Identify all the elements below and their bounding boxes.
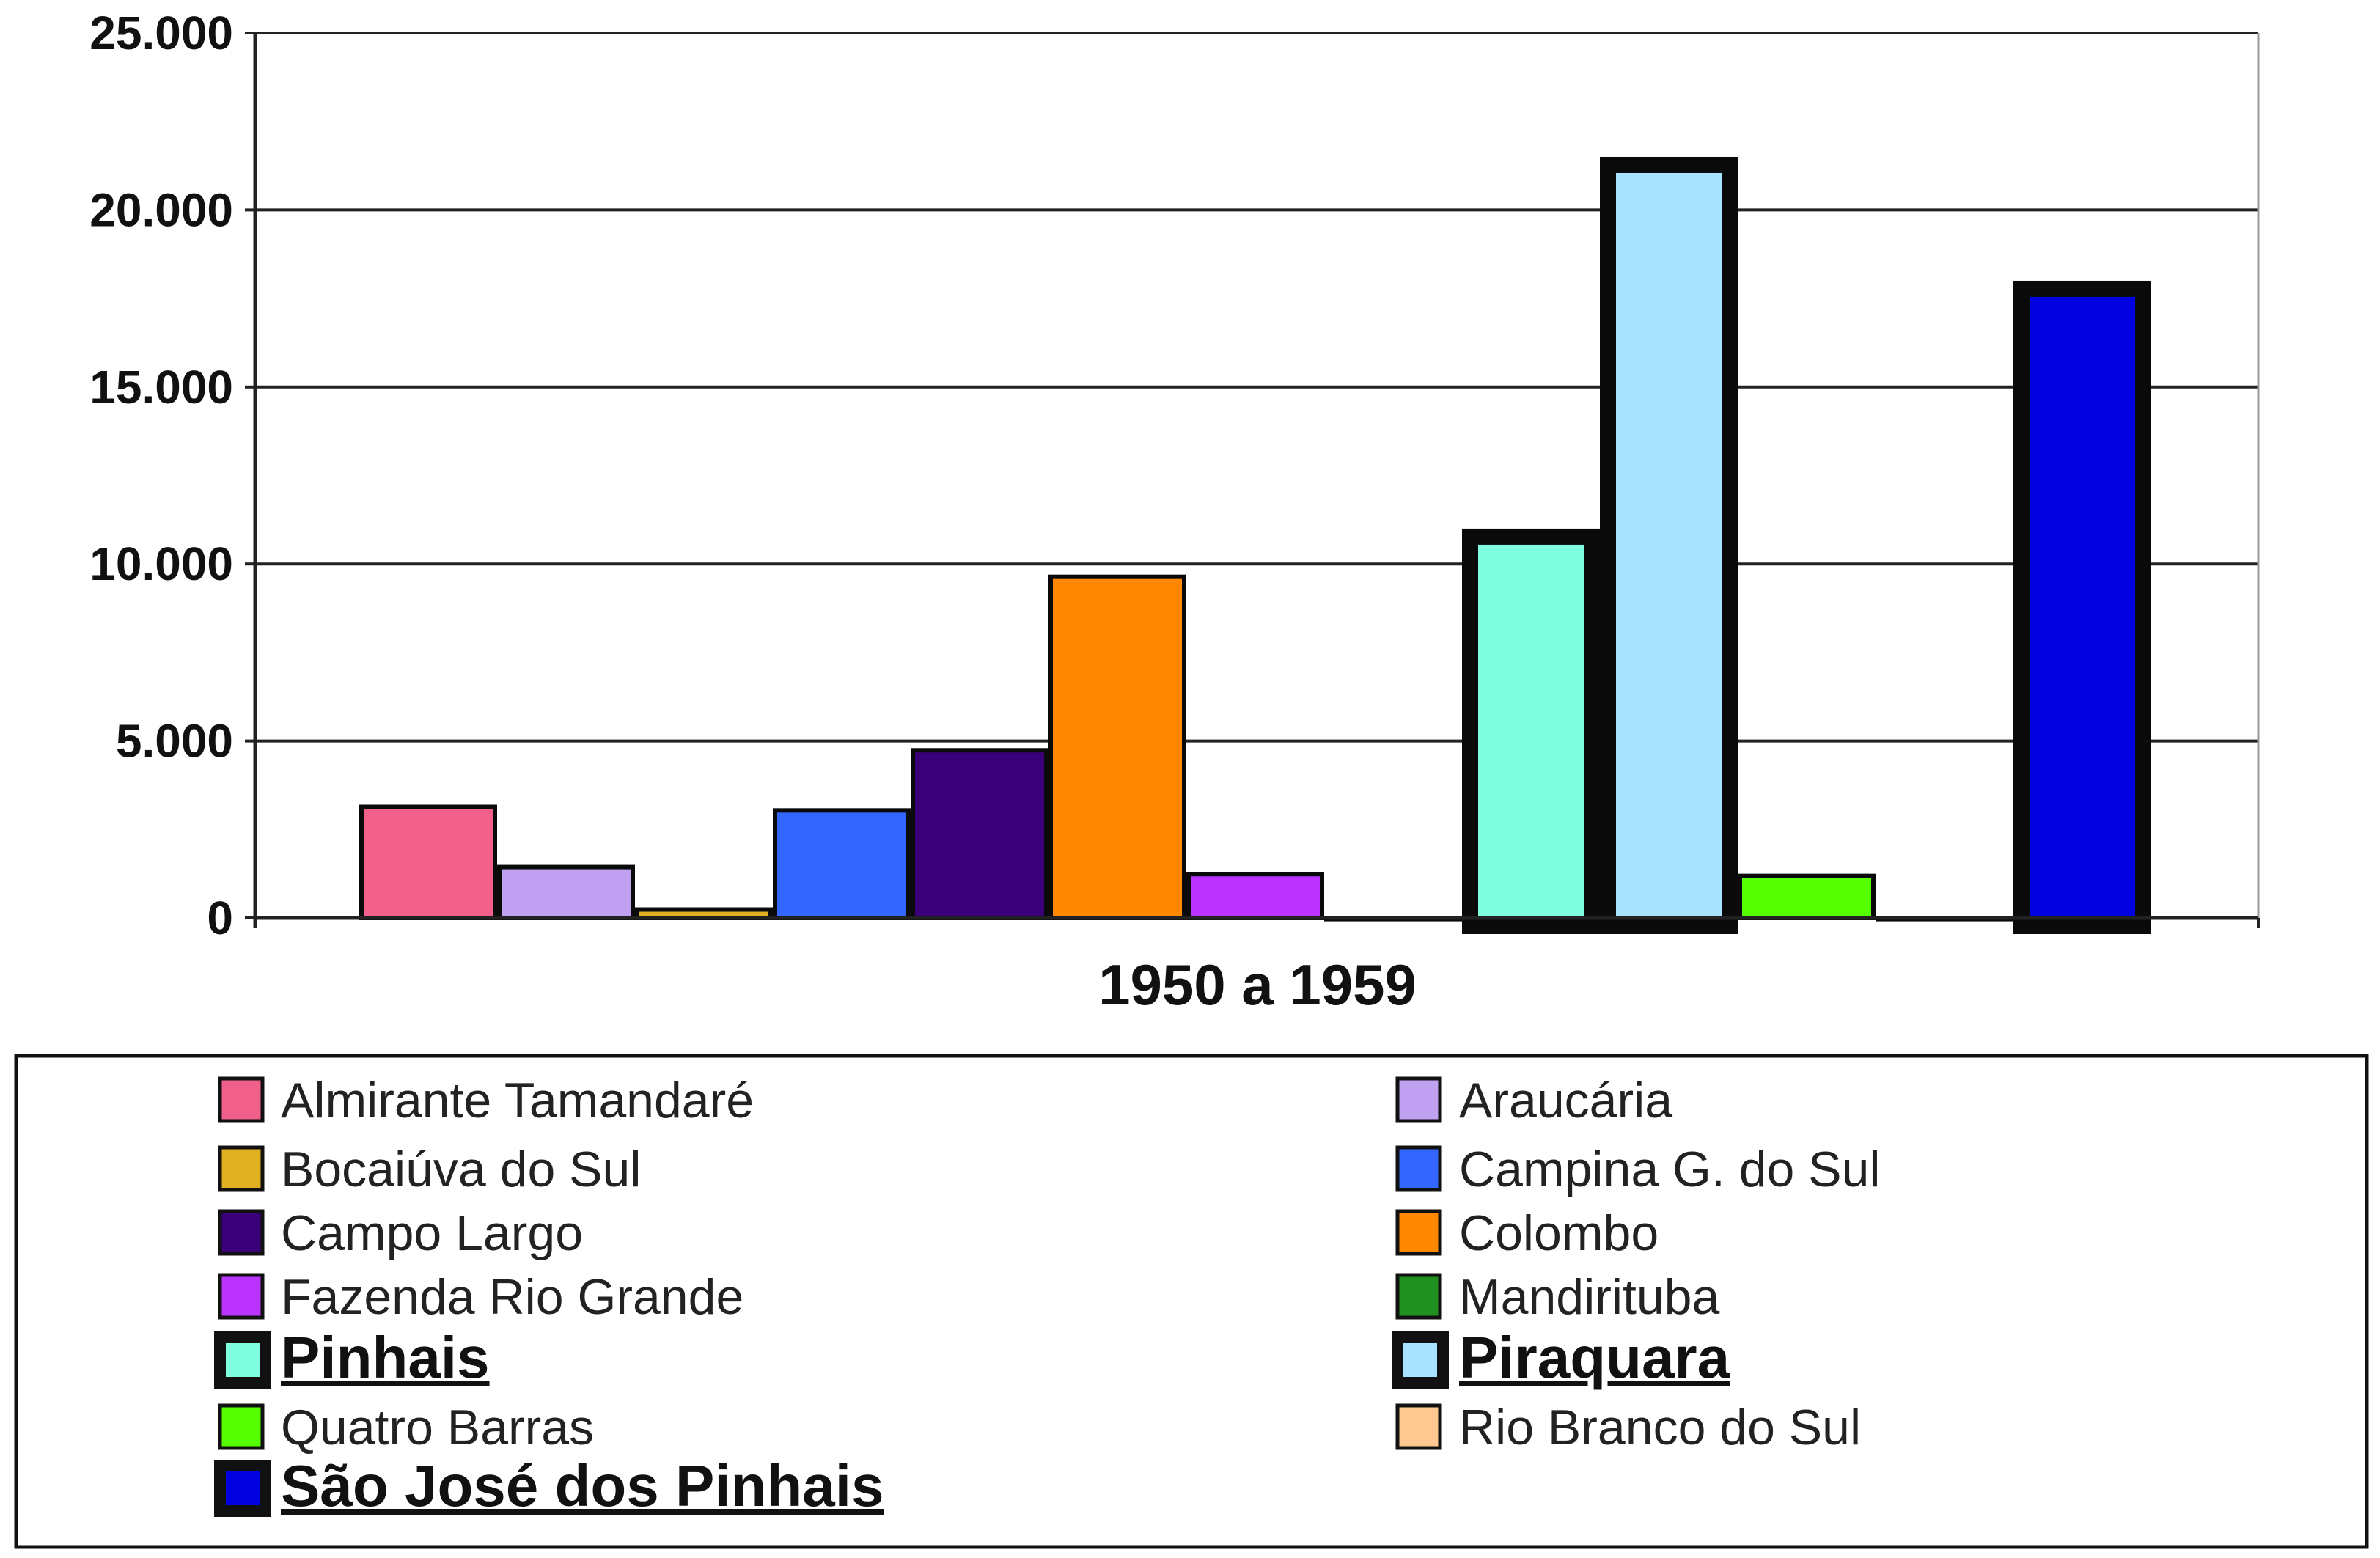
legend-label: Rio Branco do Sul — [1459, 1400, 1861, 1455]
bar-campina-g-do-sul — [773, 808, 911, 921]
bar-fazenda-rio-grande — [1186, 872, 1324, 920]
bar-almirante-tamandar- — [359, 804, 497, 921]
legend-label: São José dos Pinhais — [281, 1453, 884, 1518]
bars — [359, 156, 2151, 935]
legend-label: Campina G. do Sul — [1459, 1142, 1881, 1197]
legend-label: Quatro Barras — [281, 1400, 594, 1455]
legend-swatch — [1392, 1331, 1449, 1389]
y-tick-label: 10.000 — [89, 537, 233, 590]
legend-swatch — [218, 1403, 265, 1450]
bar-s-o-jos-dos-pinhais — [2013, 280, 2151, 934]
legend: Almirante Tamandaré Araucária Bocaiúva do … — [214, 1073, 1881, 1518]
legend-swatch — [1395, 1403, 1442, 1450]
y-tick-label: 0 — [207, 892, 233, 944]
y-tick-label: 20.000 — [89, 183, 233, 236]
legend-swatch — [1395, 1273, 1442, 1320]
x-category-label: 1950 a 1959 — [1098, 952, 1417, 1017]
y-tick-label: 25.000 — [89, 7, 233, 59]
bar-colombo — [1048, 574, 1186, 921]
bar-pinhais — [1462, 528, 1600, 934]
legend-label: Araucária — [1459, 1073, 1672, 1128]
legend-label: Bocaiúva do Sul — [281, 1142, 641, 1197]
y-tick-label: 5.000 — [116, 715, 233, 768]
bar-quatro-barras — [1738, 873, 1876, 921]
axes: 0 5.000 10.000 15.000 20.000 25.000 — [89, 7, 2260, 944]
legend-swatch — [1395, 1076, 1442, 1123]
legend-swatch — [218, 1145, 265, 1192]
legend-box — [14, 1054, 2369, 1549]
legend-label: Colombo — [1459, 1205, 1659, 1261]
bar-piraquara — [1600, 156, 1738, 935]
legend-swatch — [214, 1331, 271, 1389]
legend-label: Fazenda Rio Grande — [281, 1269, 743, 1325]
bar-arauc-ria — [497, 864, 635, 920]
legend-swatch — [218, 1209, 265, 1256]
bar-campo-largo — [911, 748, 1048, 920]
legend-label: Almirante Tamandaré — [281, 1073, 754, 1128]
y-tick-label: 15.000 — [89, 361, 233, 414]
legend-swatch — [218, 1273, 265, 1320]
legend-label: Campo Largo — [281, 1205, 583, 1261]
legend-label: Pinhais — [281, 1325, 490, 1390]
legend-swatch — [1395, 1145, 1442, 1192]
gridlines — [255, 32, 2258, 743]
legend-swatch — [214, 1460, 271, 1517]
legend-label: Piraquara — [1459, 1325, 1730, 1390]
legend-swatch — [1395, 1209, 1442, 1256]
legend-swatch — [218, 1076, 265, 1123]
legend-label: Mandirituba — [1459, 1269, 1719, 1325]
